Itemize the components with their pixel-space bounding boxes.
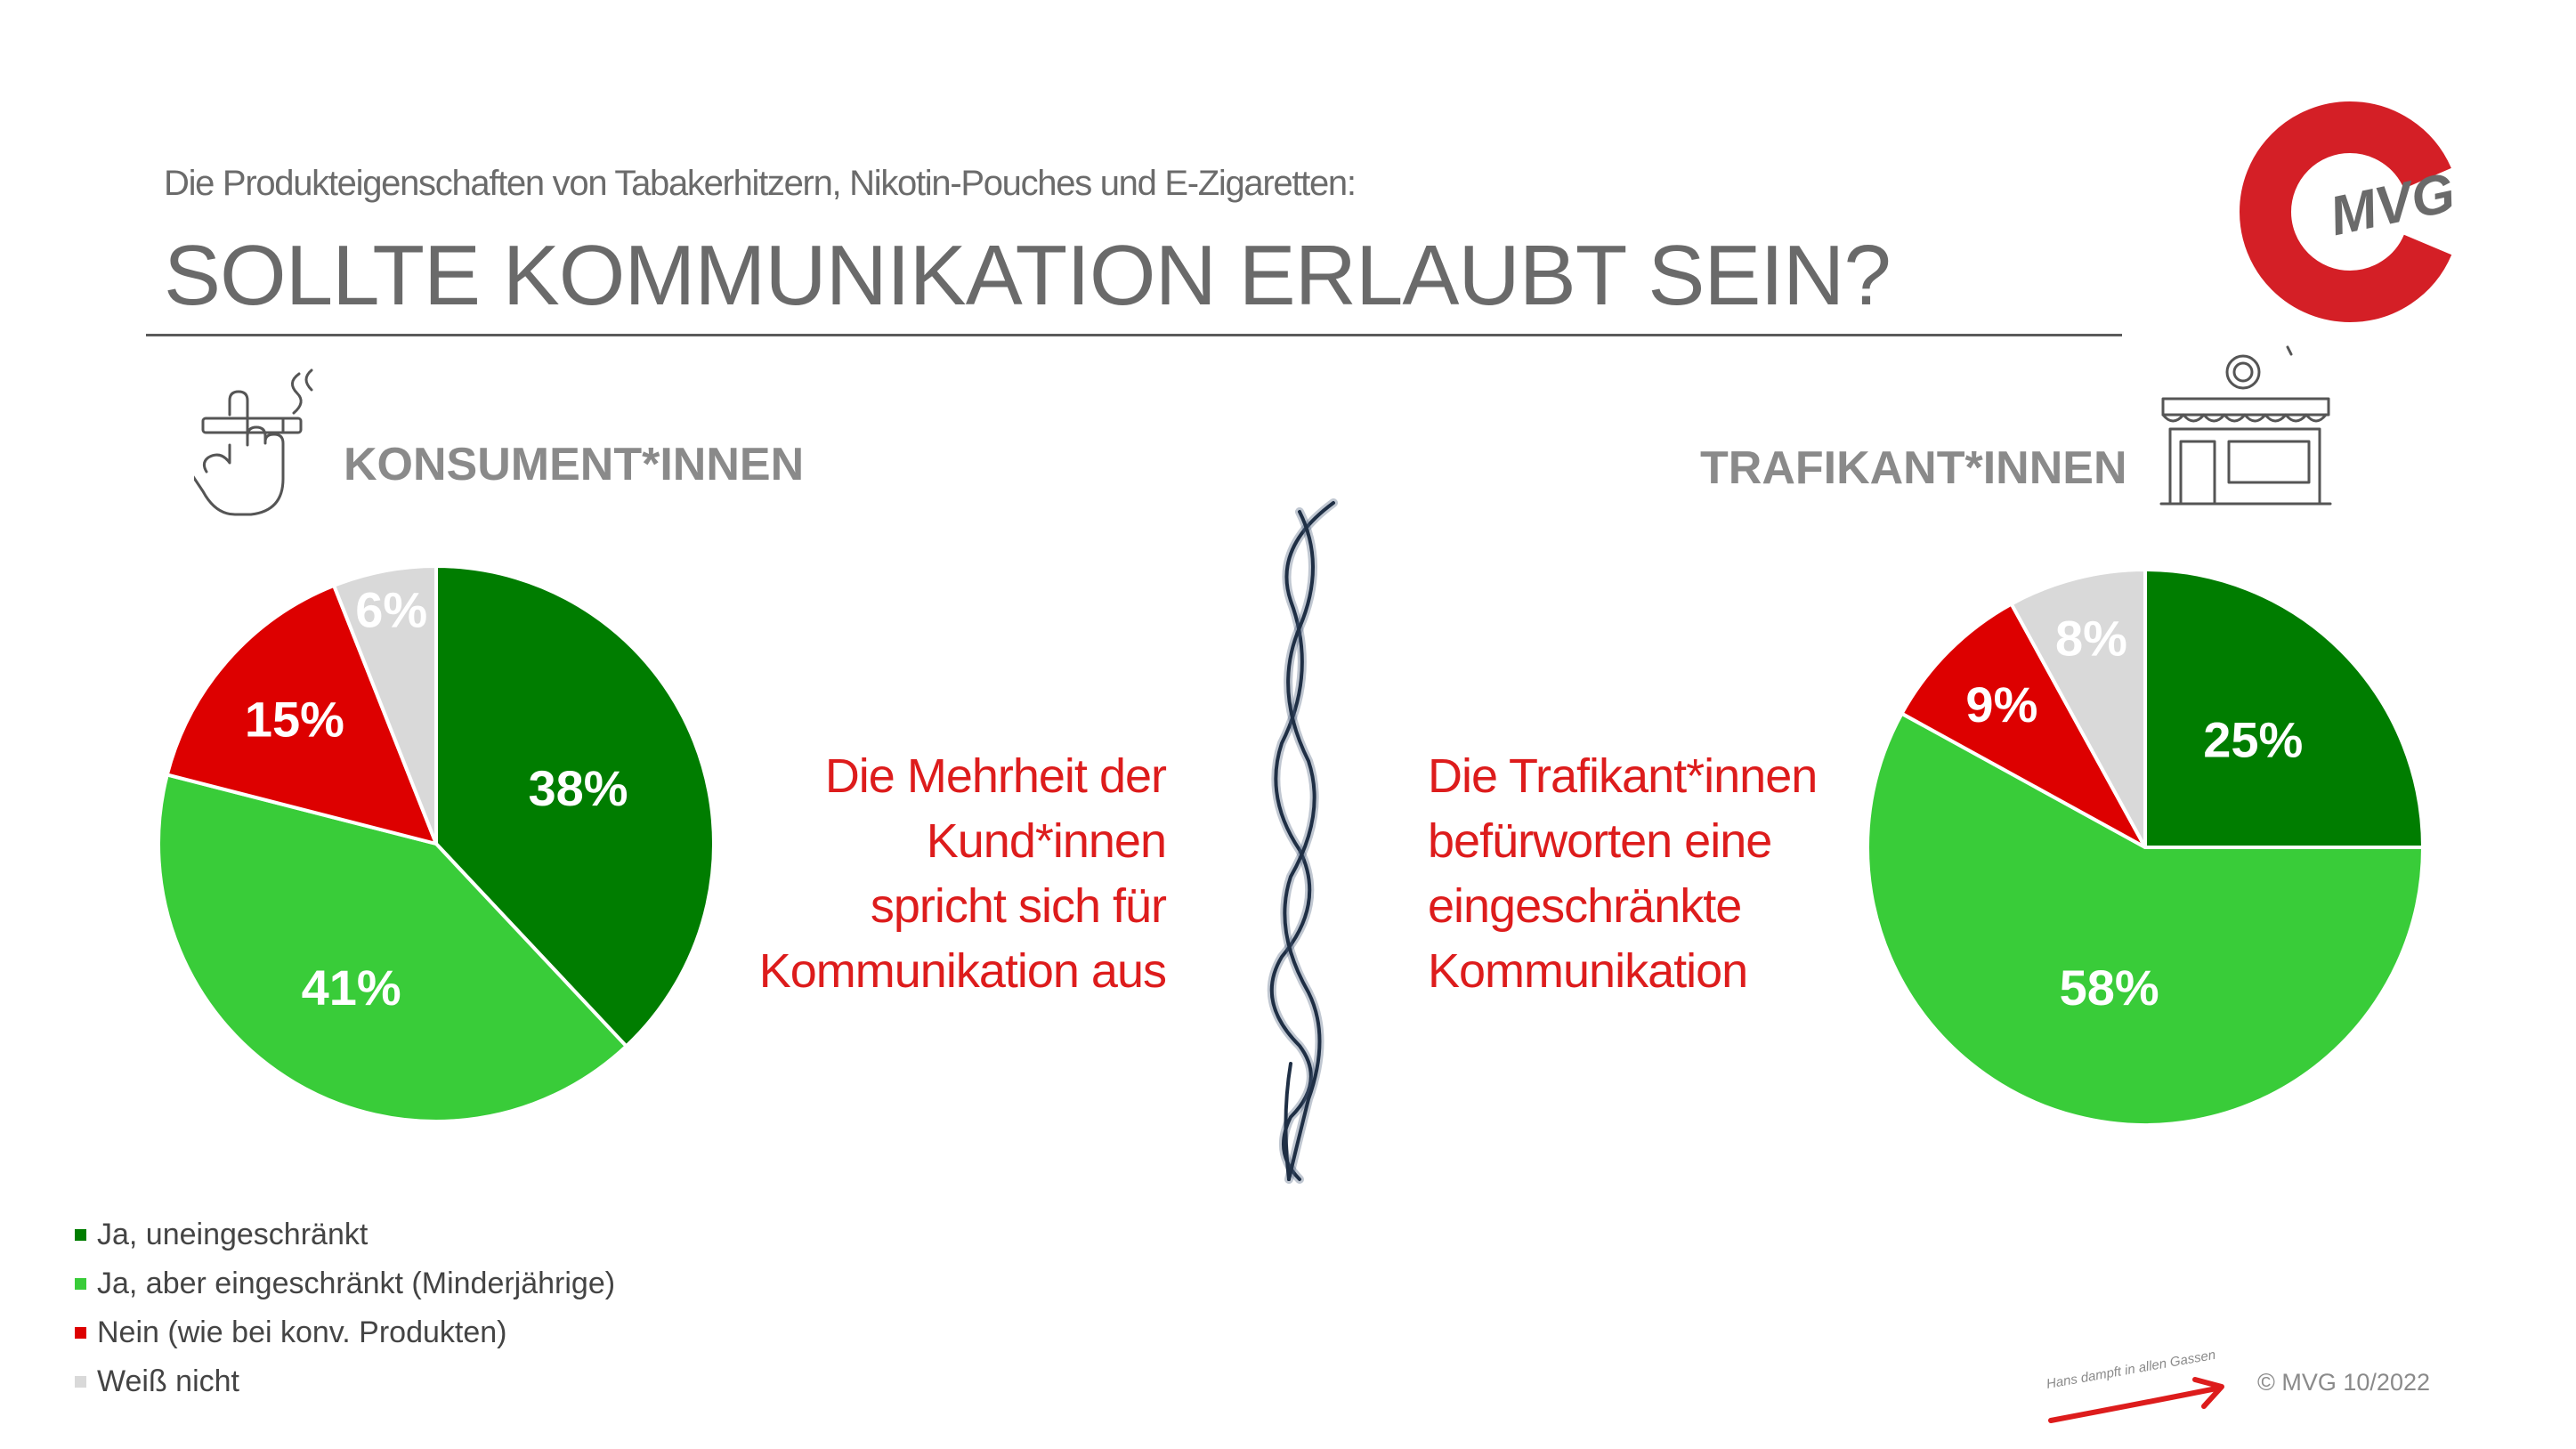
pie-chart-consumers: 38% 41% 15%6% xyxy=(157,564,716,1124)
message-line: Die Mehrheit der xyxy=(824,749,1167,803)
message-retailers: Die Trafikant*innen befürworten eine ein… xyxy=(1428,744,1980,1004)
legend-swatch xyxy=(75,1376,86,1388)
slide-subtitle: Die Produkteigenschaften von Tabakerhitz… xyxy=(164,164,1357,203)
pie-data-label: 58% xyxy=(2060,959,2159,1016)
pie-data-label: 9% xyxy=(1965,676,2037,733)
section-label-consumers: KONSUMENT*INNEN xyxy=(344,439,805,490)
message-line: Kommunikation aus xyxy=(758,944,1167,998)
legend-label: Nein (wie bei konv. Produkten) xyxy=(97,1315,507,1349)
message-line: spricht sich für xyxy=(870,879,1167,933)
legend-swatch xyxy=(75,1229,86,1241)
message-line: eingeschränkte xyxy=(1428,879,1742,933)
legend-item: Weiß nicht xyxy=(75,1357,615,1406)
pie-data-label: 8% xyxy=(2055,610,2127,666)
signature-tagline: Hans dampft in allen Gassen xyxy=(2045,1348,2217,1392)
pie-data-label: 38% xyxy=(528,760,628,816)
message-line: befürworten eine xyxy=(1428,814,1772,868)
slide-title: SOLLTE KOMMUNIKATION ERLAUBT SEIN? xyxy=(164,228,1891,323)
pie-slice xyxy=(1866,711,2425,1127)
pie-slice xyxy=(332,564,438,846)
copyright: © MVG 10/2022 xyxy=(2257,1369,2430,1396)
pie-slice xyxy=(165,583,438,846)
pie-data-label: 25% xyxy=(2203,712,2303,768)
hand-cigarette-icon xyxy=(194,368,313,516)
legend-swatch xyxy=(75,1327,86,1339)
message-line: Kommunikation xyxy=(1428,944,1748,998)
mvg-logo: MVG xyxy=(2240,101,2460,322)
logo-text: MVG xyxy=(2324,162,2459,248)
red-arrow-signature: Hans dampft in allen Gassen xyxy=(2045,1348,2224,1423)
pie-slice xyxy=(434,564,716,1048)
pie-data-label: 41% xyxy=(302,959,401,1016)
legend-label: Weiß nicht xyxy=(97,1364,239,1398)
legend-label: Ja, aber eingeschränkt (Minderjährige) xyxy=(97,1267,616,1300)
message-line: Die Trafikant*innen xyxy=(1428,749,1818,803)
legend-item: Ja, aber eingeschränkt (Minderjährige) xyxy=(75,1259,615,1308)
legend-item: Ja, uneingeschränkt xyxy=(75,1210,615,1259)
chart-legend: Ja, uneingeschränkt Ja, aber eingeschrän… xyxy=(75,1210,615,1406)
shop-icon xyxy=(2159,345,2332,506)
message-line: Kund*innen xyxy=(926,814,1167,868)
pie-slice xyxy=(1900,602,2147,849)
pie-data-label: 15% xyxy=(245,692,344,748)
section-label-retailers: TRAFIKANT*INNEN xyxy=(1700,442,2127,494)
legend-label: Ja, uneingeschränkt xyxy=(97,1218,369,1251)
pie-slice xyxy=(157,773,628,1124)
pie-data-label: 6% xyxy=(355,581,427,637)
legend-item: Nein (wie bei konv. Produkten) xyxy=(75,1308,615,1357)
title-underline xyxy=(146,334,2122,336)
twisted-rope-icon xyxy=(1267,498,1338,1184)
pie-chart-retailers: 25% 58% 9% 8% xyxy=(1866,568,2425,1127)
logo-ring xyxy=(2240,101,2460,322)
legend-swatch xyxy=(75,1278,86,1290)
message-consumers: Die Mehrheit der Kund*innen spricht sich… xyxy=(623,744,1167,1004)
pie-slice xyxy=(2009,568,2147,849)
pie-slice xyxy=(2143,568,2425,849)
